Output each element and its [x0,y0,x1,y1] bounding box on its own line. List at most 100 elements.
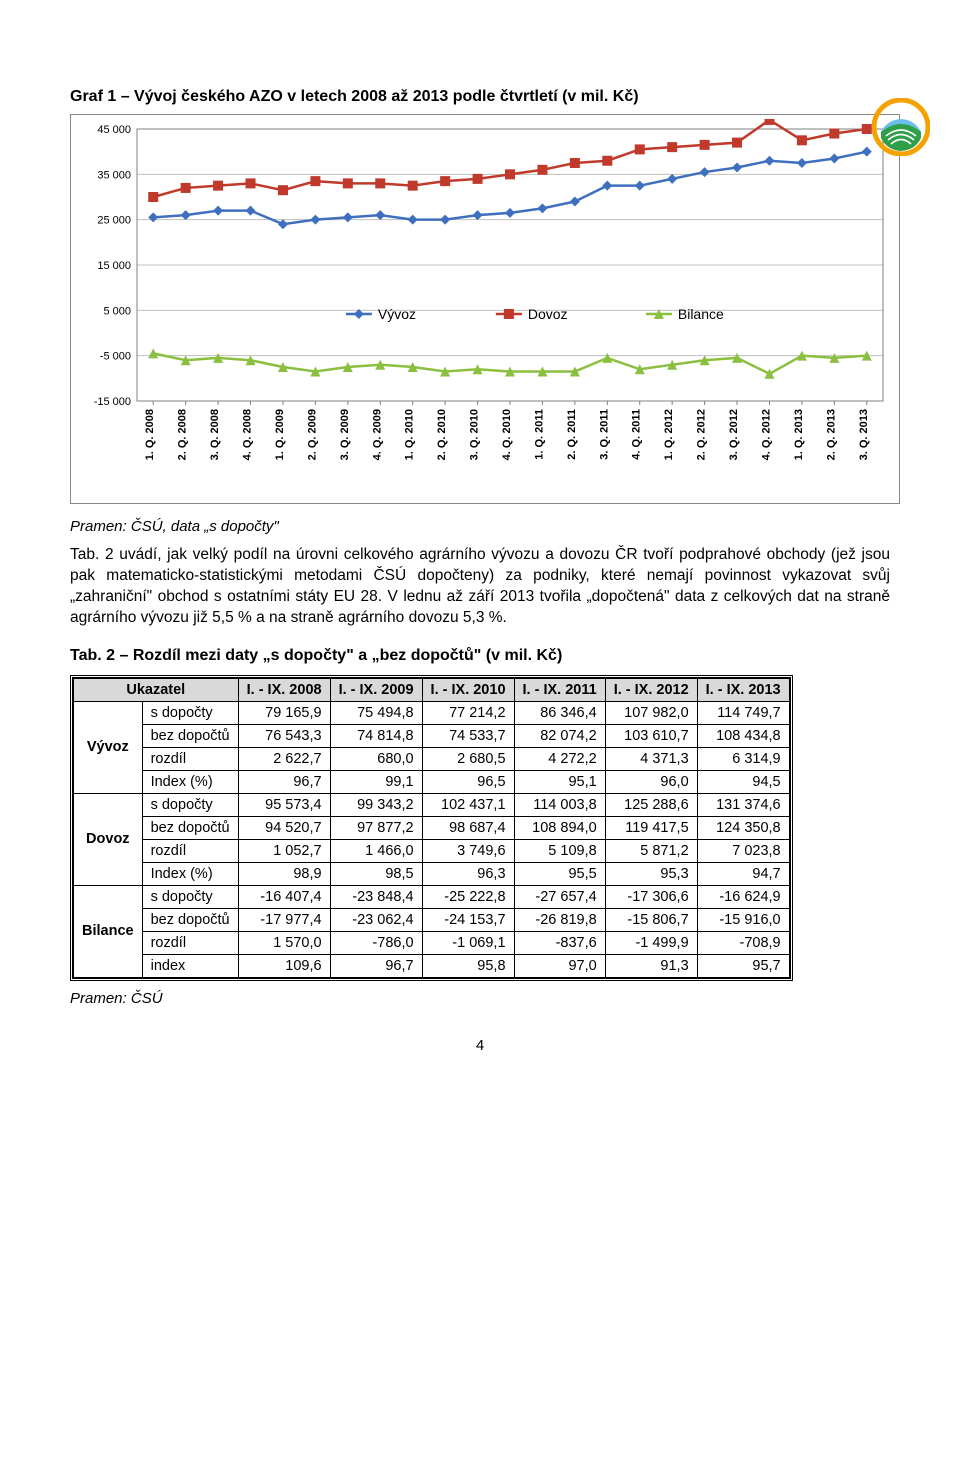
table-cell: -17 977,4 [238,908,330,931]
logo-icon [872,98,930,156]
data-table: UkazatelI. - IX. 2008I. - IX. 2009I. - I… [73,678,790,978]
table-cell: 3 749,6 [422,839,514,862]
table-cell: 95,1 [514,770,605,793]
table-cell: -15 916,0 [697,908,789,931]
table-cell: 1 052,7 [238,839,330,862]
svg-text:3. Q. 2008: 3. Q. 2008 [209,409,221,460]
table-cell: 82 074,2 [514,724,605,747]
table-cell: -786,0 [330,931,422,954]
table-row: Dovozs dopočty95 573,499 343,2102 437,11… [74,793,790,816]
table-cell: -15 806,7 [605,908,697,931]
table-cell: 97 877,2 [330,816,422,839]
brand-logo [872,98,930,161]
table-cell: 95,5 [514,862,605,885]
table-cell: 75 494,8 [330,701,422,724]
table-cell: 125 288,6 [605,793,697,816]
page: Graf 1 – Vývoj českého AZO v letech 2008… [0,88,960,1084]
svg-text:4. Q. 2010: 4. Q. 2010 [501,409,513,460]
table-cell: 108 434,8 [697,724,789,747]
table-cell: 114 749,7 [697,701,789,724]
table-group-label: Bilance [74,885,143,977]
table-row: rozdíl1 052,71 466,03 749,65 109,85 871,… [74,839,790,862]
table-cell: 79 165,9 [238,701,330,724]
table-cell: 2 680,5 [422,747,514,770]
table-row: Vývozs dopočty79 165,975 494,877 214,286… [74,701,790,724]
table-cell: -27 657,4 [514,885,605,908]
svg-text:Bilance: Bilance [678,306,724,322]
table-row-label: bez dopočtů [142,724,238,747]
table-cell: 5 109,8 [514,839,605,862]
table-row-label: rozdíl [142,839,238,862]
svg-text:25 000: 25 000 [97,215,131,227]
svg-text:45 000: 45 000 [97,124,131,136]
svg-text:15 000: 15 000 [97,260,131,272]
table-cell: 96,5 [422,770,514,793]
svg-text:Vývoz: Vývoz [378,306,416,322]
table-row: bez dopočtů76 543,374 814,874 533,782 07… [74,724,790,747]
table-cell: -24 153,7 [422,908,514,931]
table-cell: 4 371,3 [605,747,697,770]
chart-title: Graf 1 – Vývoj českého AZO v letech 2008… [70,88,960,106]
svg-text:2. Q. 2010: 2. Q. 2010 [436,409,448,460]
svg-text:2. Q. 2011: 2. Q. 2011 [566,409,578,460]
table-row-label: rozdíl [142,931,238,954]
table-cell: 96,3 [422,862,514,885]
table-group-label: Dovoz [74,793,143,885]
table-cell: 95,7 [697,954,789,977]
table-cell: 99 343,2 [330,793,422,816]
table-row-label: s dopočty [142,793,238,816]
table-cell: 103 610,7 [605,724,697,747]
table-row-label: Index (%) [142,862,238,885]
table-cell: 76 543,3 [238,724,330,747]
table-title: Tab. 2 – Rozdíl mezi daty „s dopočty" a … [70,647,960,665]
body-paragraph: Tab. 2 uvádí, jak velký podíl na úrovni … [70,545,890,629]
table-cell: 96,7 [330,954,422,977]
table-cell: 94,5 [697,770,789,793]
table-cell: -16 624,9 [697,885,789,908]
line-chart: -15 000-5 0005 00015 00025 00035 00045 0… [75,119,895,499]
svg-text:4. Q. 2012: 4. Q. 2012 [760,409,772,460]
table-header: I. - IX. 2008 [238,678,330,701]
svg-text:1. Q. 2009: 1. Q. 2009 [274,409,286,460]
table-cell: 98 687,4 [422,816,514,839]
table-cell: 131 374,6 [697,793,789,816]
svg-text:2. Q. 2013: 2. Q. 2013 [825,409,837,460]
table-cell: 124 350,8 [697,816,789,839]
table-cell: -25 222,8 [422,885,514,908]
table-cell: 91,3 [605,954,697,977]
table-header: I. - IX. 2010 [422,678,514,701]
svg-text:3. Q. 2010: 3. Q. 2010 [469,409,481,460]
svg-text:3. Q. 2009: 3. Q. 2009 [339,409,351,460]
table-row: rozdíl2 622,7680,02 680,54 272,24 371,36… [74,747,790,770]
table-cell: 7 023,8 [697,839,789,862]
table-cell: 96,0 [605,770,697,793]
table-row-label: bez dopočtů [142,908,238,931]
table-cell: -16 407,4 [238,885,330,908]
svg-text:5 000: 5 000 [103,305,131,317]
table-cell: 98,5 [330,862,422,885]
svg-text:1. Q. 2013: 1. Q. 2013 [793,409,805,460]
table-row: index109,696,795,897,091,395,7 [74,954,790,977]
table-wrapper: UkazatelI. - IX. 2008I. - IX. 2009I. - I… [70,675,793,981]
page-number: 4 [0,1037,960,1054]
table-row: bez dopočtů94 520,797 877,298 687,4108 8… [74,816,790,839]
svg-text:2. Q. 2008: 2. Q. 2008 [177,409,189,460]
table-cell: -26 819,8 [514,908,605,931]
svg-text:-15 000: -15 000 [94,396,131,408]
svg-text:3. Q. 2012: 3. Q. 2012 [728,409,740,460]
table-cell: -17 306,6 [605,885,697,908]
table-cell: 98,9 [238,862,330,885]
table-header: I. - IX. 2013 [697,678,789,701]
table-group-label: Vývoz [74,701,143,793]
svg-text:4. Q. 2009: 4. Q. 2009 [371,409,383,460]
table-row-label: rozdíl [142,747,238,770]
table-cell: 107 982,0 [605,701,697,724]
table-cell: 1 466,0 [330,839,422,862]
table-cell: 96,7 [238,770,330,793]
table-cell: 6 314,9 [697,747,789,770]
table-cell: 95,3 [605,862,697,885]
svg-text:3. Q. 2013: 3. Q. 2013 [858,409,870,460]
table-row: Index (%)96,799,196,595,196,094,5 [74,770,790,793]
svg-text:4. Q. 2011: 4. Q. 2011 [631,409,643,460]
table-row: rozdíl1 570,0-786,0-1 069,1-837,6-1 499,… [74,931,790,954]
